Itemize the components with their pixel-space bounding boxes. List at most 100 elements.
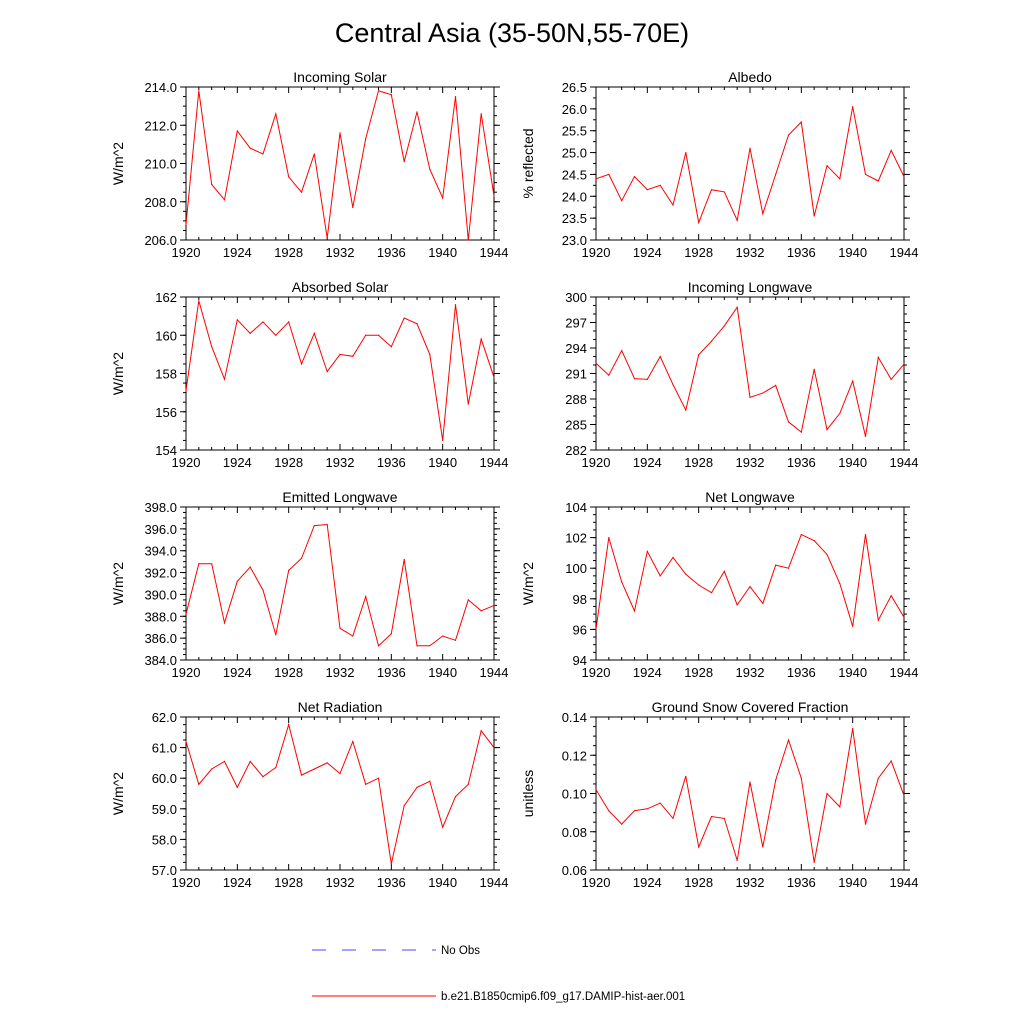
data-point [736,859,738,862]
chart-panel-7: Net Radiation 1920 1924 1928 1932 1936 1940 194… [110,699,508,890]
y-tick-label: 60.0 [152,771,177,786]
data-point [365,138,367,140]
data-point [775,564,777,566]
x-tick-label: 1936 [377,245,406,260]
y-tick-label: 386.0 [144,631,177,646]
data-point [698,221,700,224]
data-point [442,197,444,199]
x-tick-label: 1920 [172,455,201,470]
x-tick-label: 1920 [582,875,611,890]
x-tick-label: 1920 [172,875,201,890]
panels-group: Incoming Solar 1920 1924 1928 1932 1936 1940 19… [110,69,918,890]
x-tick-label: 1932 [326,245,355,260]
plot-frame [595,716,905,871]
data-point [365,596,367,598]
data-point [262,321,264,323]
data-point [300,557,303,559]
y-tick-label: 98 [573,592,587,607]
data-point [787,739,790,741]
y-tick-label: 23.5 [562,211,587,226]
data-point [723,817,725,819]
data-point [223,378,226,380]
legend: No Obs b.e21.B1850cmip6.f09_g17.DAMIP-hi… [312,945,685,1003]
chart-panel-8: Ground Snow Covered Fraction 1920 1924 1928… [520,699,918,890]
data-point [659,355,661,358]
x-tick-label: 1940 [428,875,457,890]
data-point [633,176,636,178]
plot-frame [185,716,495,871]
y-tick-label: 288 [565,392,587,407]
data-point [659,184,661,186]
chart-title: Absorbed Solar [292,279,389,295]
chart-panel-4: Incoming Longwave 1920 1924 1928 1932 1936 194… [565,279,918,470]
chart-title: Net Radiation [298,699,383,715]
data-line-series-1 [185,300,495,441]
y-tick-label: 24.0 [562,189,587,204]
data-point [429,168,431,170]
data-point [775,779,777,781]
y-tick-label: 94 [573,653,587,668]
data-point [852,625,854,627]
data-point [903,176,905,178]
x-tick-label: 1928 [274,455,303,470]
data-point [198,783,200,785]
x-tick-label: 1920 [172,665,201,680]
y-tick-label: 26.5 [562,80,587,95]
data-point [864,823,867,825]
data-point [390,863,392,865]
data-point [877,777,879,779]
data-point [775,173,777,176]
y-tick-label: 294 [565,341,587,356]
x-tick-label: 1920 [582,245,611,260]
data-point [903,363,905,365]
data-point [390,633,392,635]
x-tick-label: 1928 [684,665,713,680]
data-point [621,349,623,352]
data-point [672,556,674,559]
data-point [826,553,828,556]
x-tick-label: 1936 [787,245,816,260]
data-point [813,368,815,370]
x-tick-label: 1924 [633,455,662,470]
x-tick-label: 1944 [480,455,509,470]
data-point [685,775,687,777]
y-axis-label: W/m^2 [110,352,126,395]
x-tick-label: 1944 [890,245,919,260]
data-point [275,634,277,636]
data-point [877,619,879,621]
y-tick-label: 25.0 [562,146,587,161]
x-tick-label: 1944 [480,665,509,680]
x-tick-label: 1928 [274,665,303,680]
plot-frame [185,296,495,451]
data-point [698,846,700,848]
x-tick-label: 1928 [684,455,713,470]
x-tick-label: 1944 [890,455,919,470]
data-point [826,165,828,167]
data-point [211,346,213,348]
data-point [749,396,751,398]
plot-frame [185,86,495,241]
data-point [890,149,892,151]
x-tick-label: 1920 [172,245,201,260]
data-point [698,354,700,356]
data-point [352,206,354,209]
data-point [377,645,380,647]
data-point [877,356,879,358]
data-point [211,563,213,565]
x-tick-label: 1924 [633,245,662,260]
y-tick-label: 57.0 [152,863,177,878]
x-tick-label: 1932 [326,875,355,890]
data-point [864,173,867,176]
x-tick-label: 1936 [377,455,406,470]
data-point [852,106,854,108]
data-point [493,195,495,197]
y-tick-label: 0.08 [562,825,587,840]
chart-title: Albedo [728,69,772,85]
data-point [185,390,187,392]
data-point [416,786,418,788]
data-point [236,130,238,132]
data-point [339,353,341,355]
data-point [672,383,674,386]
y-tick-label: 58.0 [152,832,177,847]
data-point [326,370,328,373]
